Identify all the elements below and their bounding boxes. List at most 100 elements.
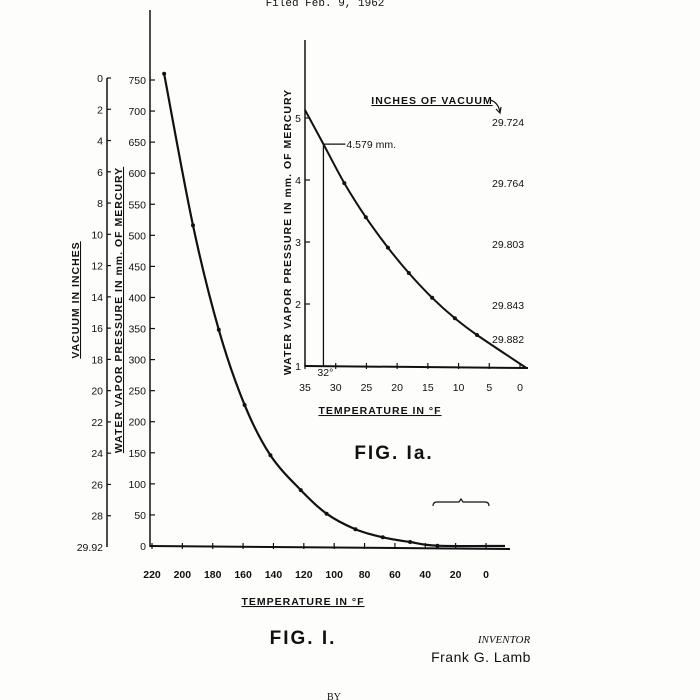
inset-x-tick-label: 15 — [422, 382, 434, 394]
data-point — [162, 71, 167, 76]
annotation-32-degree: 32° — [317, 367, 333, 379]
vacuum-value-label: 29.724 — [492, 117, 524, 129]
inset-x-tick-label: 30 — [330, 382, 342, 394]
fig-1-chart: VACUUM IN INCHES WATER VAPOR PRESSURE IN… — [70, 10, 511, 649]
y-tick-label: 750 — [128, 75, 146, 87]
inset-y-tick-label: 2 — [295, 299, 301, 311]
x-tick-label: 20 — [450, 569, 462, 581]
x-tick-label: 120 — [295, 569, 313, 581]
inset-data-point — [475, 333, 479, 337]
y-tick-label: 200 — [128, 417, 146, 429]
inset-y-tick-label: 5 — [295, 113, 301, 125]
x-tick-label: 60 — [389, 569, 401, 581]
y-tick-label: 0 — [140, 541, 146, 553]
x-tick-label: 180 — [204, 569, 222, 581]
x-tick-label: 160 — [234, 569, 252, 581]
vacuum-tick-label: 28 — [91, 511, 103, 523]
inset-x-tick-label: 20 — [391, 382, 403, 394]
inset-data-point — [452, 316, 457, 321]
y-tick-label: 300 — [128, 355, 146, 367]
vacuum-tick-label: 6 — [97, 167, 103, 179]
data-point — [190, 223, 195, 228]
inset-x-tick-label: 10 — [453, 382, 465, 394]
fig-1-label: FIG. I. — [270, 628, 337, 649]
temperature-axis — [149, 545, 511, 550]
y-tick-label: 250 — [128, 386, 146, 398]
vacuum-tick-label: 26 — [91, 479, 103, 491]
vacuum-tick-label: 29.92 — [77, 542, 103, 554]
x-tick-label: 140 — [265, 569, 283, 581]
vacuum-tick-label: 0 — [97, 73, 103, 85]
annotation-4579-mm: 4.579 mm. — [346, 139, 396, 151]
vacuum-tick-label: 18 — [91, 354, 103, 366]
vacuum-tick-label: 16 — [91, 323, 103, 335]
x-tick-label: 40 — [419, 569, 431, 581]
inset-x-tick-label: 5 — [486, 382, 492, 394]
y-tick-label: 350 — [128, 324, 146, 336]
inset-data-point — [363, 215, 368, 220]
vacuum-value-label: 29.843 — [492, 300, 524, 312]
fig-1a-label: FIG. Ia. — [354, 443, 433, 464]
fig-1a-curve — [304, 109, 527, 369]
brace-mark — [432, 497, 490, 507]
y-tick-label: 650 — [128, 137, 146, 149]
x-tick-label: 0 — [483, 569, 489, 581]
y-tick-label: 450 — [128, 261, 146, 273]
inset-data-point — [406, 271, 411, 275]
data-point — [268, 453, 273, 458]
data-point — [324, 511, 329, 516]
inches-of-vacuum-label: INCHES OF VACUUM — [371, 95, 492, 107]
arrow-icon — [489, 99, 502, 115]
data-point — [298, 488, 303, 493]
inset-x-tick-label: 0 — [517, 382, 523, 394]
inset-y-tick-label: 4 — [295, 175, 301, 187]
vacuum-value-label: 29.882 — [492, 334, 524, 346]
y-tick-label: 600 — [128, 168, 146, 180]
inset-data-point — [430, 295, 435, 300]
x-tick-label: 100 — [325, 569, 343, 581]
fig-1a-chart: WATER VAPOR PRESSURE IN mm. OF MERCURY T… — [282, 40, 529, 464]
inset-y-tick-label: 1 — [295, 361, 301, 373]
inset-y-tick-label: 3 — [295, 237, 301, 249]
pressure-axis-label: WATER VAPOR PRESSURE IN mm. OF MERCURY — [113, 167, 125, 453]
inset-x-tick-label: 25 — [361, 382, 373, 394]
vacuum-value-label: 29.803 — [492, 239, 524, 251]
data-point — [408, 540, 413, 545]
filed-date: Filed Feb. 9, 1962 — [266, 0, 385, 10]
y-tick-label: 400 — [128, 292, 146, 304]
inventor-name: Frank G. Lamb — [431, 649, 531, 665]
vacuum-tick-label: 2 — [97, 104, 103, 116]
by-label: BY — [327, 692, 341, 700]
vacuum-tick-label: 10 — [91, 229, 103, 241]
inventor-label: INVENTOR — [477, 634, 531, 646]
vacuum-tick-label: 20 — [91, 386, 103, 398]
data-point — [216, 327, 221, 332]
y-tick-label: 50 — [134, 510, 146, 522]
vacuum-tick-label: 4 — [97, 136, 103, 148]
vacuum-tick-label: 8 — [97, 198, 103, 210]
data-point — [380, 535, 385, 540]
vacuum-axis-label: VACUUM IN INCHES — [70, 241, 82, 358]
y-tick-label: 500 — [128, 230, 146, 242]
y-tick-label: 150 — [128, 448, 146, 460]
vacuum-tick-label: 22 — [91, 417, 103, 429]
inset-temperature-axis-label: TEMPERATURE IN °F — [318, 405, 441, 417]
y-tick-label: 700 — [128, 106, 146, 118]
x-tick-label: 80 — [359, 569, 371, 581]
y-tick-label: 100 — [128, 479, 146, 491]
inset-pressure-axis-label: WATER VAPOR PRESSURE IN mm. OF MERCURY — [282, 89, 294, 375]
data-point — [353, 527, 358, 532]
data-point — [435, 543, 440, 548]
data-point — [242, 402, 247, 407]
temperature-axis-label: TEMPERATURE IN °F — [241, 596, 364, 608]
y-tick-label: 550 — [128, 199, 146, 211]
inset-temperature-axis — [304, 365, 529, 369]
vacuum-tick-label: 24 — [91, 448, 103, 460]
vacuum-tick-label: 14 — [91, 292, 103, 304]
x-tick-label: 200 — [174, 569, 192, 581]
inset-data-point — [342, 181, 347, 186]
x-tick-label: 220 — [143, 569, 161, 581]
inset-data-point — [385, 245, 390, 250]
vacuum-value-label: 29.764 — [492, 178, 524, 190]
